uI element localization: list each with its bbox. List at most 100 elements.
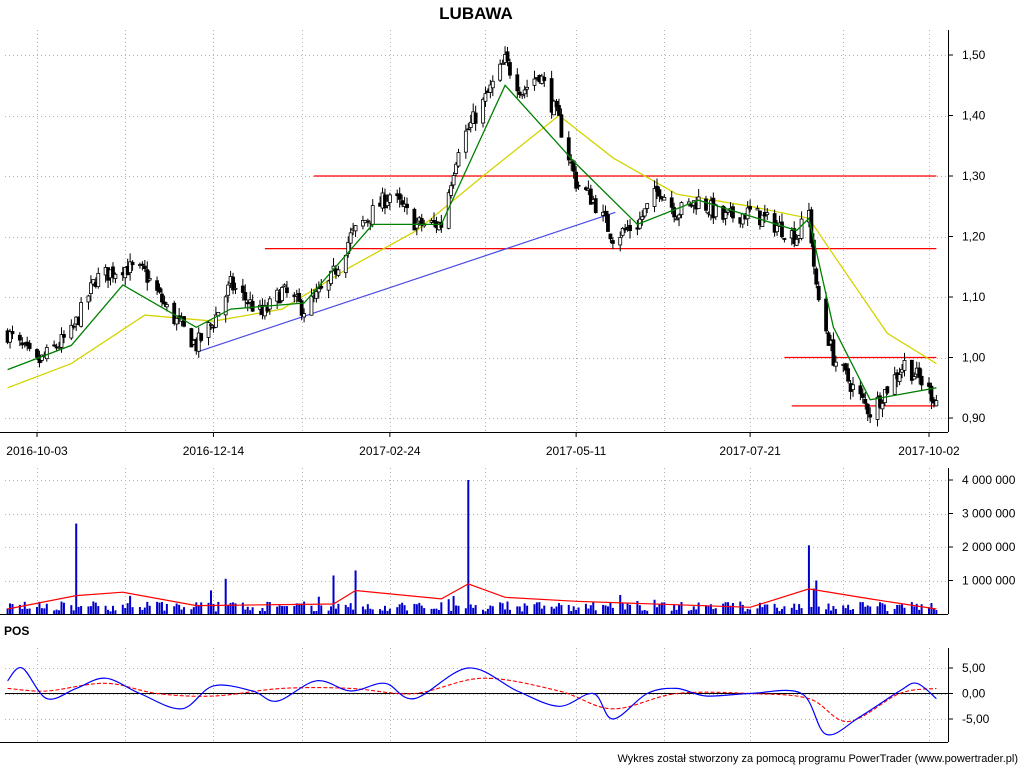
- volume-bar: [371, 609, 374, 614]
- volume-bar: [606, 606, 609, 614]
- volume-bar: [344, 604, 347, 614]
- candle-body: [640, 216, 645, 220]
- candle-body: [620, 227, 625, 236]
- volume-bar: [709, 604, 712, 614]
- volume-bar: [655, 607, 658, 614]
- volume-bar: [844, 608, 847, 614]
- candle-body: [557, 105, 561, 116]
- volume-bar: [40, 608, 43, 614]
- candle-body: [713, 204, 718, 218]
- volume-bar: [276, 606, 279, 614]
- candle-body: [628, 225, 632, 231]
- volume-bar: [361, 606, 364, 614]
- volume-bar: [158, 602, 161, 614]
- volume-bar: [852, 609, 855, 614]
- volume-bar: [251, 607, 254, 614]
- volume-bar: [36, 607, 38, 614]
- candle-body: [419, 218, 424, 226]
- candle-body: [900, 368, 904, 373]
- candle-body: [858, 385, 863, 395]
- volume-bar: [349, 603, 352, 614]
- candle-body: [833, 361, 838, 367]
- pos-y-tick-label: 0,00: [962, 687, 986, 701]
- volume-bar: [491, 606, 494, 614]
- volume-bar: [92, 601, 95, 614]
- candle-body: [875, 396, 880, 420]
- volume-bar: [567, 604, 570, 614]
- volume-bar: [138, 607, 141, 614]
- candle-body: [515, 74, 520, 92]
- volume-bar: [859, 602, 862, 614]
- volume-bar: [913, 606, 916, 614]
- candle-body: [652, 188, 657, 207]
- candle-body: [775, 225, 779, 233]
- volume-bar: [744, 611, 747, 614]
- candle-body: [400, 200, 405, 205]
- volume-bar: [312, 611, 315, 614]
- candle-body: [745, 207, 750, 220]
- volume-bar: [920, 604, 923, 614]
- candle-body: [576, 184, 581, 187]
- volume-bar: [543, 605, 546, 614]
- volume-bar: [352, 609, 355, 614]
- volume-bar: [183, 607, 186, 614]
- volume-bar: [214, 611, 217, 614]
- volume-bar: [660, 602, 663, 614]
- candle-body: [449, 185, 454, 196]
- price-y-tick-label: 1,10: [962, 290, 986, 304]
- candle-body: [343, 254, 348, 274]
- candle-body: [326, 280, 331, 291]
- volume-bar: [499, 602, 502, 614]
- volume-bar: [366, 604, 369, 614]
- price-y-tick-label: 1,30: [962, 169, 986, 183]
- volume-bar: [705, 605, 707, 614]
- candle-body: [912, 376, 917, 380]
- volume-bar: [452, 596, 455, 614]
- candle-body: [618, 237, 623, 246]
- volume-bar: [141, 609, 144, 614]
- price-y-tick-label: 0,90: [962, 411, 986, 425]
- candle-body: [593, 198, 598, 213]
- candle-body: [282, 284, 287, 287]
- volume-bar: [129, 595, 132, 614]
- volume-bar: [749, 609, 752, 614]
- candle-body: [483, 93, 488, 102]
- volume-bar: [58, 610, 61, 614]
- volume-bar: [521, 611, 524, 614]
- candle-body: [642, 208, 647, 217]
- volume-bar: [482, 609, 484, 614]
- candle-body: [285, 287, 289, 294]
- volume-bar: [11, 604, 14, 614]
- volume-bar: [469, 604, 472, 614]
- candle-body: [826, 332, 831, 346]
- candle-body: [824, 298, 828, 332]
- candle-body: [755, 208, 760, 211]
- candle-body: [498, 63, 503, 81]
- volume-bar: [315, 610, 318, 614]
- candle-body: [147, 278, 152, 281]
- volume-bar: [418, 602, 421, 614]
- volume-bar: [849, 609, 852, 614]
- volume-bar: [388, 608, 391, 614]
- candle-body: [299, 300, 304, 316]
- candle-body: [206, 322, 211, 338]
- volume-bar: [746, 608, 749, 614]
- volume-bar: [842, 605, 845, 614]
- volume-bar: [212, 603, 215, 614]
- volume-bar: [43, 608, 46, 614]
- volume-bar: [190, 609, 193, 614]
- candle-body: [588, 188, 593, 205]
- volume-bar: [783, 606, 786, 614]
- volume-bar: [901, 604, 904, 614]
- candle-body: [517, 91, 522, 95]
- footer-credit: Wykres został stworzony za pomocą progra…: [617, 753, 1018, 765]
- candle-body: [280, 287, 284, 302]
- volume-bar: [727, 602, 730, 614]
- volume-bar: [455, 605, 458, 614]
- volume-bar: [589, 605, 592, 614]
- volume-bar: [572, 606, 575, 614]
- volume-bar: [330, 606, 333, 614]
- volume-bar: [570, 611, 573, 614]
- volume-bar: [114, 610, 117, 614]
